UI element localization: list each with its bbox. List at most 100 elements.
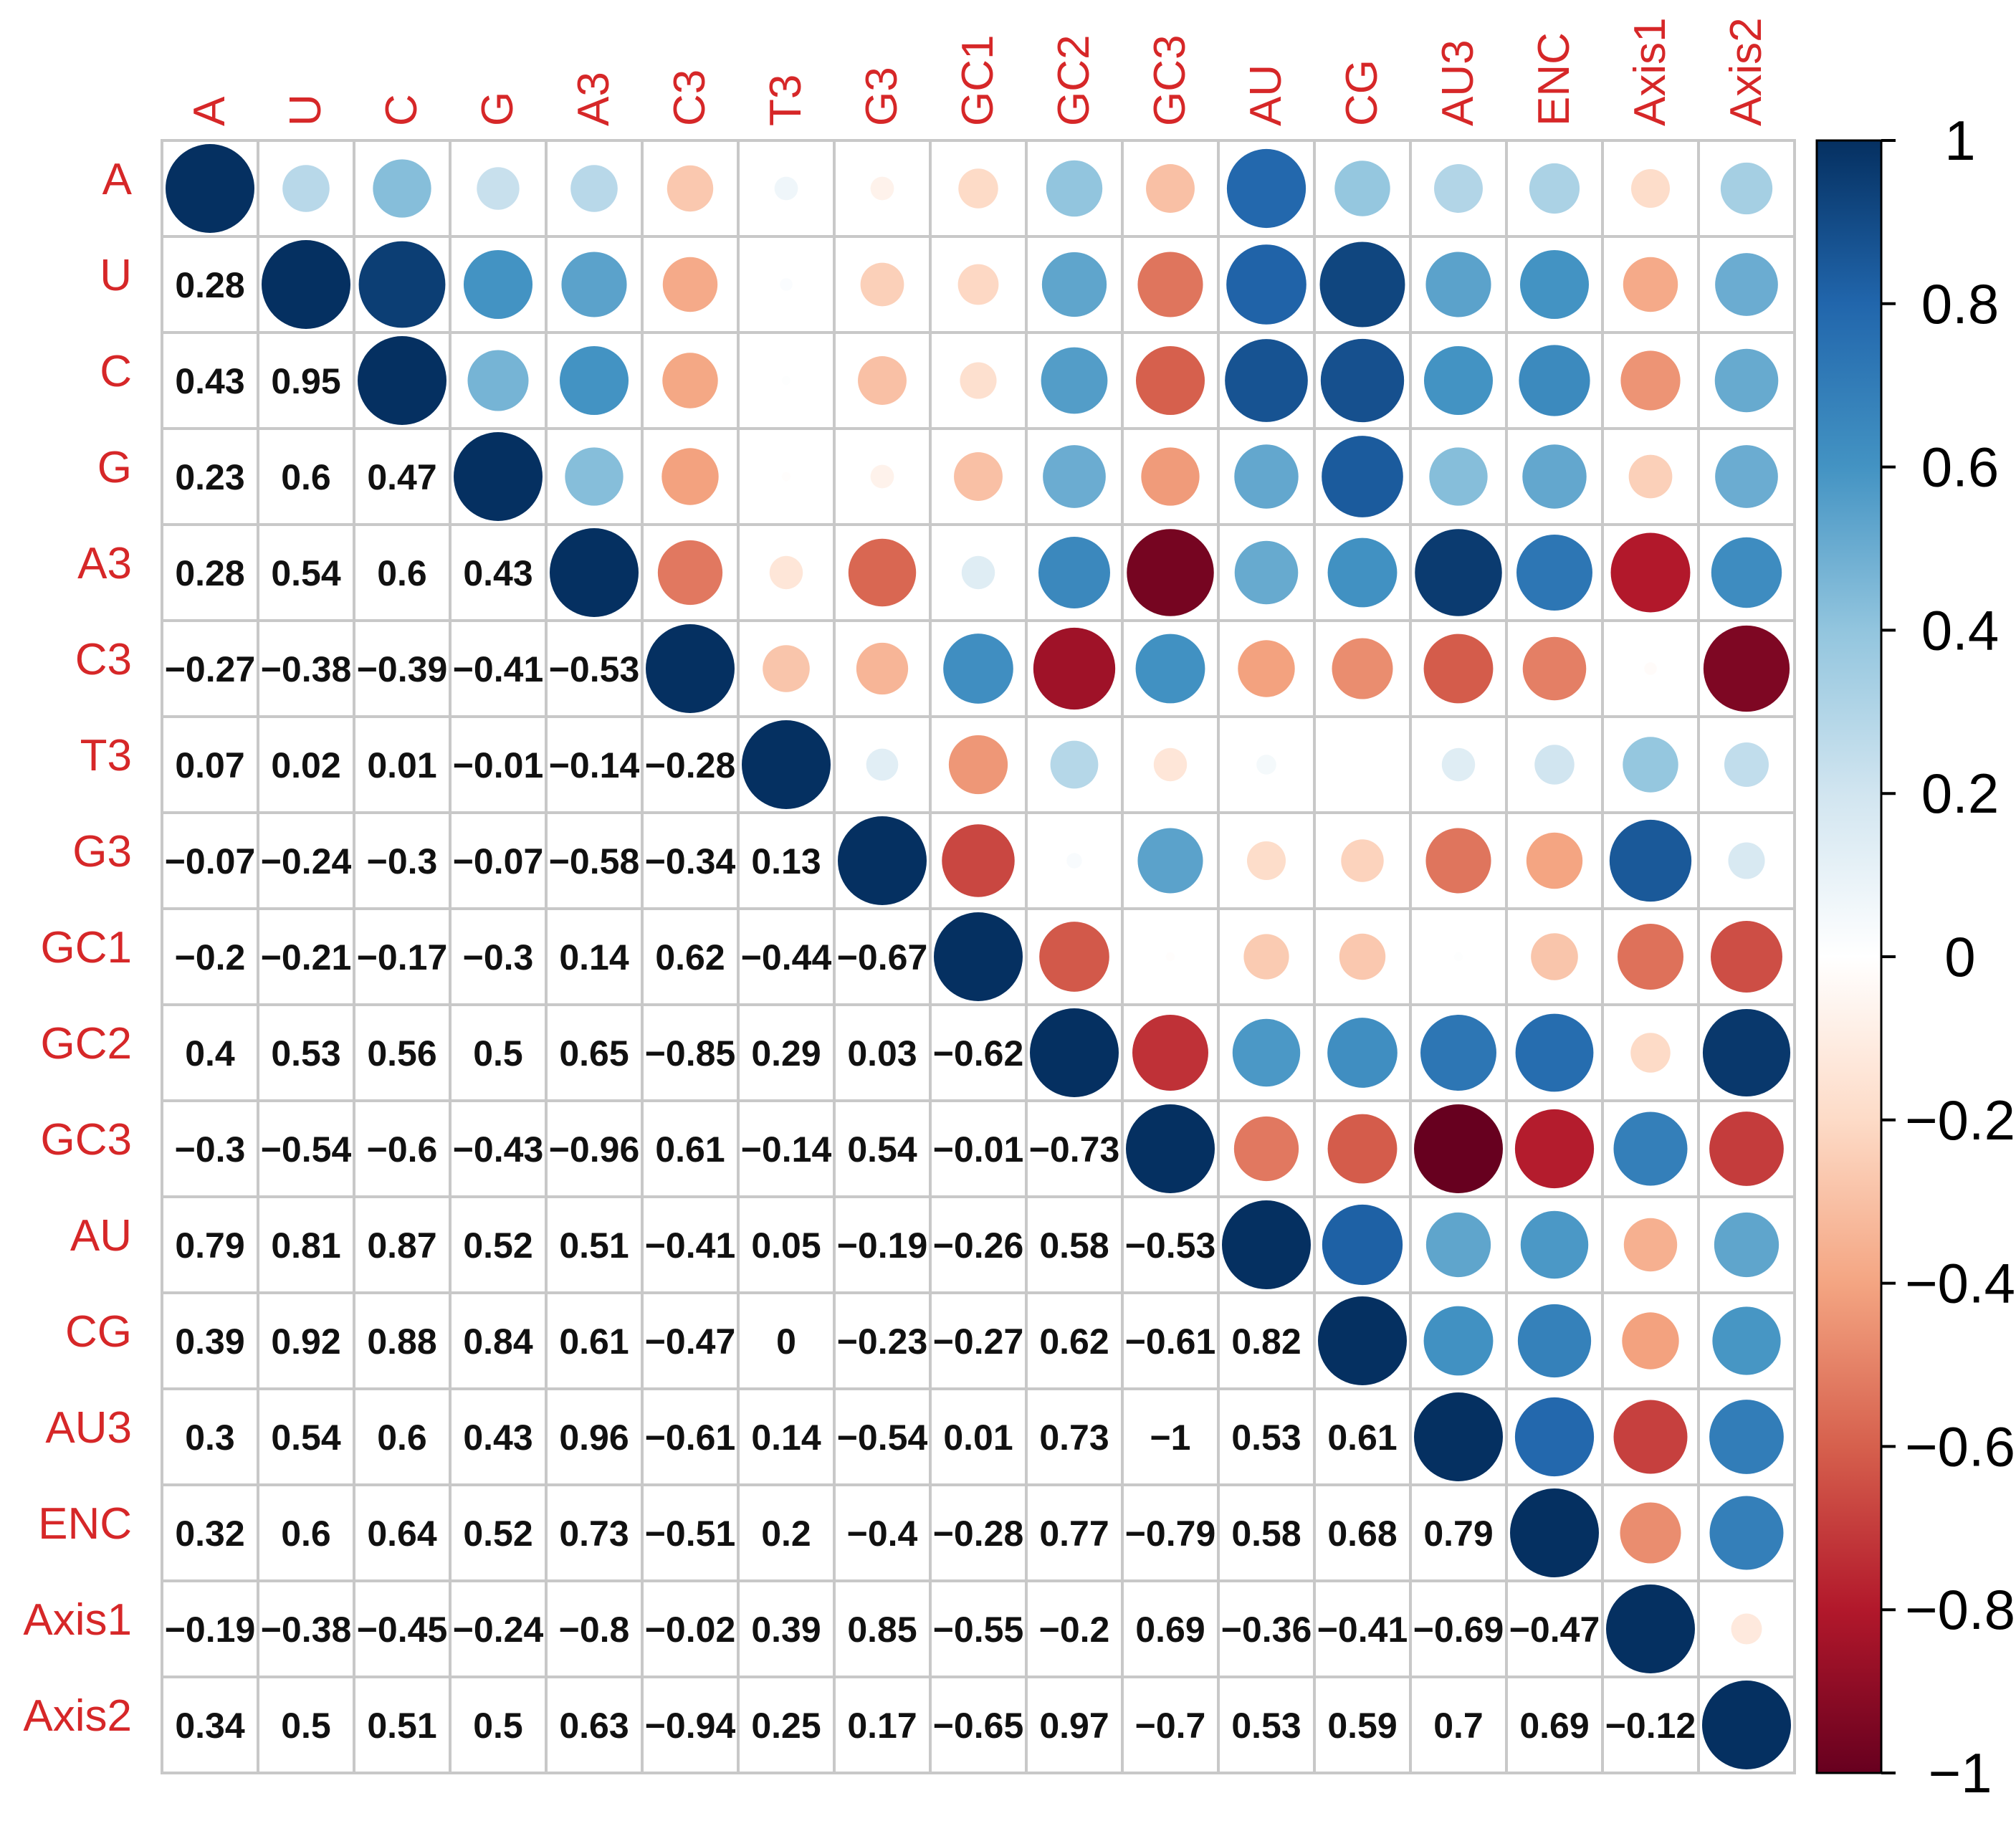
corr-circle-C3-AU3 [1423,634,1494,704]
grid-cell [833,1483,932,1582]
grid-cell [641,1483,740,1582]
corr-circle-A-T3 [774,176,798,201]
corr-circle-AU-AU [1222,1200,1311,1289]
column-label-GC3: GC3 [1145,35,1195,126]
corr-value-G3-T3: 0.13 [751,841,821,881]
column-label-AU3: AU3 [1433,39,1483,126]
grid-cell [161,1483,259,1582]
corr-value-Axis2-C: 0.51 [367,1706,436,1746]
corr-value-Axis1-A: −0.19 [165,1610,256,1650]
corr-circle-C-CG [1320,338,1405,423]
corr-circle-Axis1-Axis1 [1606,1584,1695,1673]
corr-circle-T3-AU [1256,755,1276,775]
corr-circle-GC1-GC3 [1165,952,1175,962]
corr-circle-A-C [373,159,431,218]
grid-cell [353,1387,452,1486]
grid-cell [929,1387,1028,1486]
corr-value-Axis2-GC1: −0.65 [933,1706,1024,1746]
corr-value-ENC-GC2: 0.77 [1039,1514,1109,1554]
corr-value-AU3-G: 0.43 [463,1418,532,1458]
colorbar-tick-label: 0.8 [1921,272,1999,335]
grid-cell [449,1099,548,1198]
corr-circle-Axis1-Axis2 [1731,1613,1762,1645]
corr-circle-GC2-CG [1327,1018,1398,1088]
corr-circle-G-GC2 [1043,445,1106,508]
grid-cell [161,715,259,814]
corr-value-ENC-GC1: −0.28 [933,1514,1024,1554]
row-label-Axis1: Axis1 [23,1595,132,1645]
grid-cell [449,811,548,910]
column-label-Axis1: Axis1 [1625,17,1675,126]
corr-circle-C-Axis2 [1714,348,1779,413]
grid-cell [161,1387,259,1486]
corr-circle-G3-GC2 [1066,853,1082,869]
grid-cell [257,619,355,718]
grid-cell [545,1099,644,1198]
corr-value-AU-A: 0.79 [175,1225,244,1266]
corr-value-GC3-G: −0.43 [453,1129,544,1170]
corr-circle-G-GC1 [954,452,1003,501]
column-label-G3: G3 [857,67,907,126]
corr-circle-A-C3 [667,165,714,212]
corr-value-C-A: 0.43 [175,361,244,401]
corr-value-A3-U: 0.54 [271,553,341,593]
corr-circle-U-C3 [662,257,718,312]
corr-circle-GC3-AU [1233,1116,1299,1182]
corr-value-Axis1-GC1: −0.55 [933,1610,1024,1650]
corr-circle-C-AU [1225,339,1308,422]
corr-value-Axis1-U: −0.38 [261,1610,352,1650]
corr-value-Axis1-C: −0.45 [357,1610,448,1650]
corr-circle-G3-AU [1246,841,1286,881]
corr-value-GC1-U: −0.21 [261,937,352,977]
corr-circle-AU3-Axis1 [1613,1400,1688,1474]
corr-circle-T3-GC2 [1050,740,1099,789]
grid-cell [545,1195,644,1294]
corr-value-GC3-G3: 0.54 [847,1129,917,1170]
corr-circle-ENC-Axis2 [1709,1496,1784,1570]
corr-value-ENC-T3: 0.2 [761,1514,811,1554]
corr-circle-GC3-Axis1 [1613,1112,1688,1186]
corr-value-AU-C: 0.87 [367,1225,436,1266]
column-label-GC2: GC2 [1049,35,1099,126]
corr-circle-C-C [358,336,446,425]
corr-circle-CG-Axis1 [1622,1312,1679,1370]
corr-circle-A3-Axis1 [1610,532,1691,613]
corr-value-ENC-G: 0.52 [463,1514,532,1554]
corr-value-AU3-U: 0.54 [271,1418,341,1458]
corr-circle-GC1-GC2 [1039,922,1109,992]
corr-circle-AU3-AU3 [1414,1392,1503,1481]
corr-circle-AU-Axis1 [1623,1218,1678,1272]
colorbar-tick-label: 0 [1944,925,1975,988]
grid-cell [545,1676,644,1774]
column-label-C: C [377,94,426,126]
corr-value-ENC-A: 0.32 [175,1514,244,1554]
corr-circle-GC3-CG [1327,1114,1398,1184]
corr-circle-A-G [477,167,520,210]
corr-value-G3-A3: −0.58 [549,841,640,881]
corr-circle-A-ENC [1529,163,1580,214]
corr-circle-C-GC2 [1041,347,1108,414]
grid-cell [1409,1483,1508,1582]
colorbar-tick-label: 0.4 [1921,598,1999,661]
corr-circle-GC3-ENC [1514,1109,1595,1189]
corr-value-Axis2-A3: 0.63 [559,1706,629,1746]
corr-value-AU-U: 0.81 [271,1225,340,1266]
corr-circle-C3-CG [1332,638,1393,699]
corr-circle-GC2-Axis1 [1630,1033,1671,1073]
grid-cell [929,1676,1028,1774]
column-label-A: A [185,96,234,126]
grid-cell [641,811,740,910]
grid-cell [545,1387,644,1486]
corr-circle-CG-CG [1318,1296,1407,1385]
corr-circle-GC1-AU [1243,934,1289,980]
row-label-ENC: ENC [38,1499,132,1549]
corr-value-Axis2-GC3: −0.7 [1135,1706,1206,1746]
corr-circle-C3-Axis1 [1644,662,1657,675]
colorbar-tick-label: 0.6 [1921,436,1999,499]
corr-value-ENC-GC3: −0.79 [1125,1514,1216,1554]
corr-value-GC3-A3: −0.96 [549,1129,640,1170]
corr-circle-U-AU [1226,244,1306,325]
grid-cell [833,1195,932,1294]
grid-cell [737,1483,836,1582]
